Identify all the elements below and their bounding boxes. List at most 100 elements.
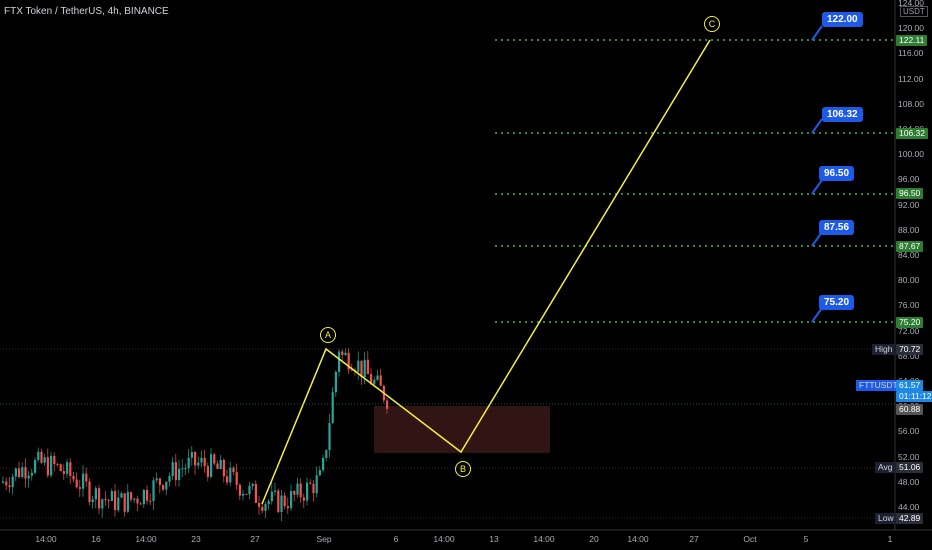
time-tick: 27 (689, 534, 699, 544)
candle-body (248, 485, 251, 495)
candle-body (178, 468, 181, 481)
candle-body (56, 464, 59, 466)
time-tick: Oct (743, 534, 757, 544)
low-label: Low (875, 513, 897, 524)
time-tick: 6 (393, 534, 399, 544)
candle-body (152, 480, 155, 502)
candle-body (136, 498, 139, 504)
callout-pointer (811, 118, 823, 134)
candle-body (318, 470, 321, 476)
candle-body (277, 490, 280, 513)
candle-body (171, 462, 174, 477)
time-tick: 23 (191, 534, 201, 544)
candle-body (203, 457, 206, 467)
symbol-label: FTTUSDT (856, 380, 901, 391)
time-tick: 1 (887, 534, 893, 544)
price-tick: 56.00 (898, 426, 920, 437)
candle-body (168, 476, 171, 482)
candle-body (242, 493, 245, 496)
target-callout-3: 96.50 (819, 166, 855, 181)
low-value: 42.89 (896, 513, 924, 524)
candle-body (174, 462, 177, 481)
candle-body (213, 454, 216, 464)
candle-body (254, 483, 257, 503)
candle-body (251, 483, 254, 486)
candle-body (114, 490, 117, 511)
price-tick: 52.00 (898, 451, 920, 462)
candle-body (2, 481, 5, 483)
candle-body (187, 457, 190, 469)
candle-body (302, 497, 305, 501)
currency-badge[interactable]: USDT (900, 6, 928, 17)
candle-body (299, 483, 302, 498)
candle-body (379, 375, 382, 386)
candle-body (190, 452, 193, 458)
callout-pointer (811, 307, 823, 323)
candle-body (110, 490, 113, 501)
candle-body (338, 351, 341, 372)
candle-body (235, 472, 238, 485)
candle-body (267, 501, 270, 504)
candle-body (98, 488, 101, 509)
candle-body (123, 493, 126, 512)
candle-body (30, 472, 33, 476)
candle-body (88, 481, 91, 503)
candle-body (280, 495, 283, 513)
candle-body (34, 459, 37, 473)
candle-body (133, 498, 136, 500)
candle-body (373, 379, 376, 385)
candle-body (226, 476, 229, 483)
candle-body (194, 452, 197, 466)
candle-body (360, 360, 363, 377)
target-callout-4: 87.56 (819, 220, 855, 235)
candle-body (155, 478, 158, 481)
candle-body (258, 502, 261, 507)
candle-body (66, 462, 69, 474)
candle-body (78, 487, 81, 489)
candle-body (8, 485, 11, 488)
candle-body (62, 471, 65, 474)
candle-body (386, 400, 389, 409)
wave-projection-line (261, 39, 711, 505)
avg-value: 51.06 (896, 462, 924, 473)
candle-body (328, 423, 331, 450)
candle-body (158, 478, 161, 486)
price-tick: 44.00 (898, 502, 920, 512)
candle-body (315, 475, 318, 494)
candle-body (200, 457, 203, 463)
candle-body (206, 466, 209, 477)
candle-body (309, 482, 312, 484)
candle-body (120, 493, 123, 498)
time-tick: 14:00 (433, 534, 455, 544)
candle-body (165, 481, 168, 490)
time-tick: Sep (316, 534, 332, 544)
candle-body (21, 467, 24, 478)
wave-label-c: C (704, 16, 720, 32)
time-tick: 5 (803, 534, 809, 544)
candle-body (59, 464, 62, 472)
candle-body (197, 462, 200, 466)
candle-body (69, 462, 72, 477)
candle-body (347, 352, 350, 370)
candle-body (82, 473, 85, 489)
time-tick: 14:00 (627, 534, 649, 544)
candle-body (341, 351, 344, 356)
candle-body (75, 479, 78, 488)
candle-body (184, 468, 187, 470)
candle-body (117, 497, 120, 511)
candle-body (325, 449, 328, 458)
candle-body (306, 482, 309, 501)
callout-pointer (811, 25, 823, 41)
candle-body (216, 463, 219, 469)
candle-body (350, 369, 353, 371)
target-zone (374, 406, 550, 453)
candle-body (331, 392, 334, 424)
bar-countdown: 01:11:12 (896, 391, 932, 402)
price-tick: 100.00 (898, 149, 924, 160)
time-tick: 14:00 (533, 534, 555, 544)
target-tag-1: 122.11 (896, 35, 928, 46)
prev-close-value: 60.88 (896, 404, 924, 415)
candle-body (290, 491, 293, 509)
price-tick: 76.00 (898, 300, 920, 311)
